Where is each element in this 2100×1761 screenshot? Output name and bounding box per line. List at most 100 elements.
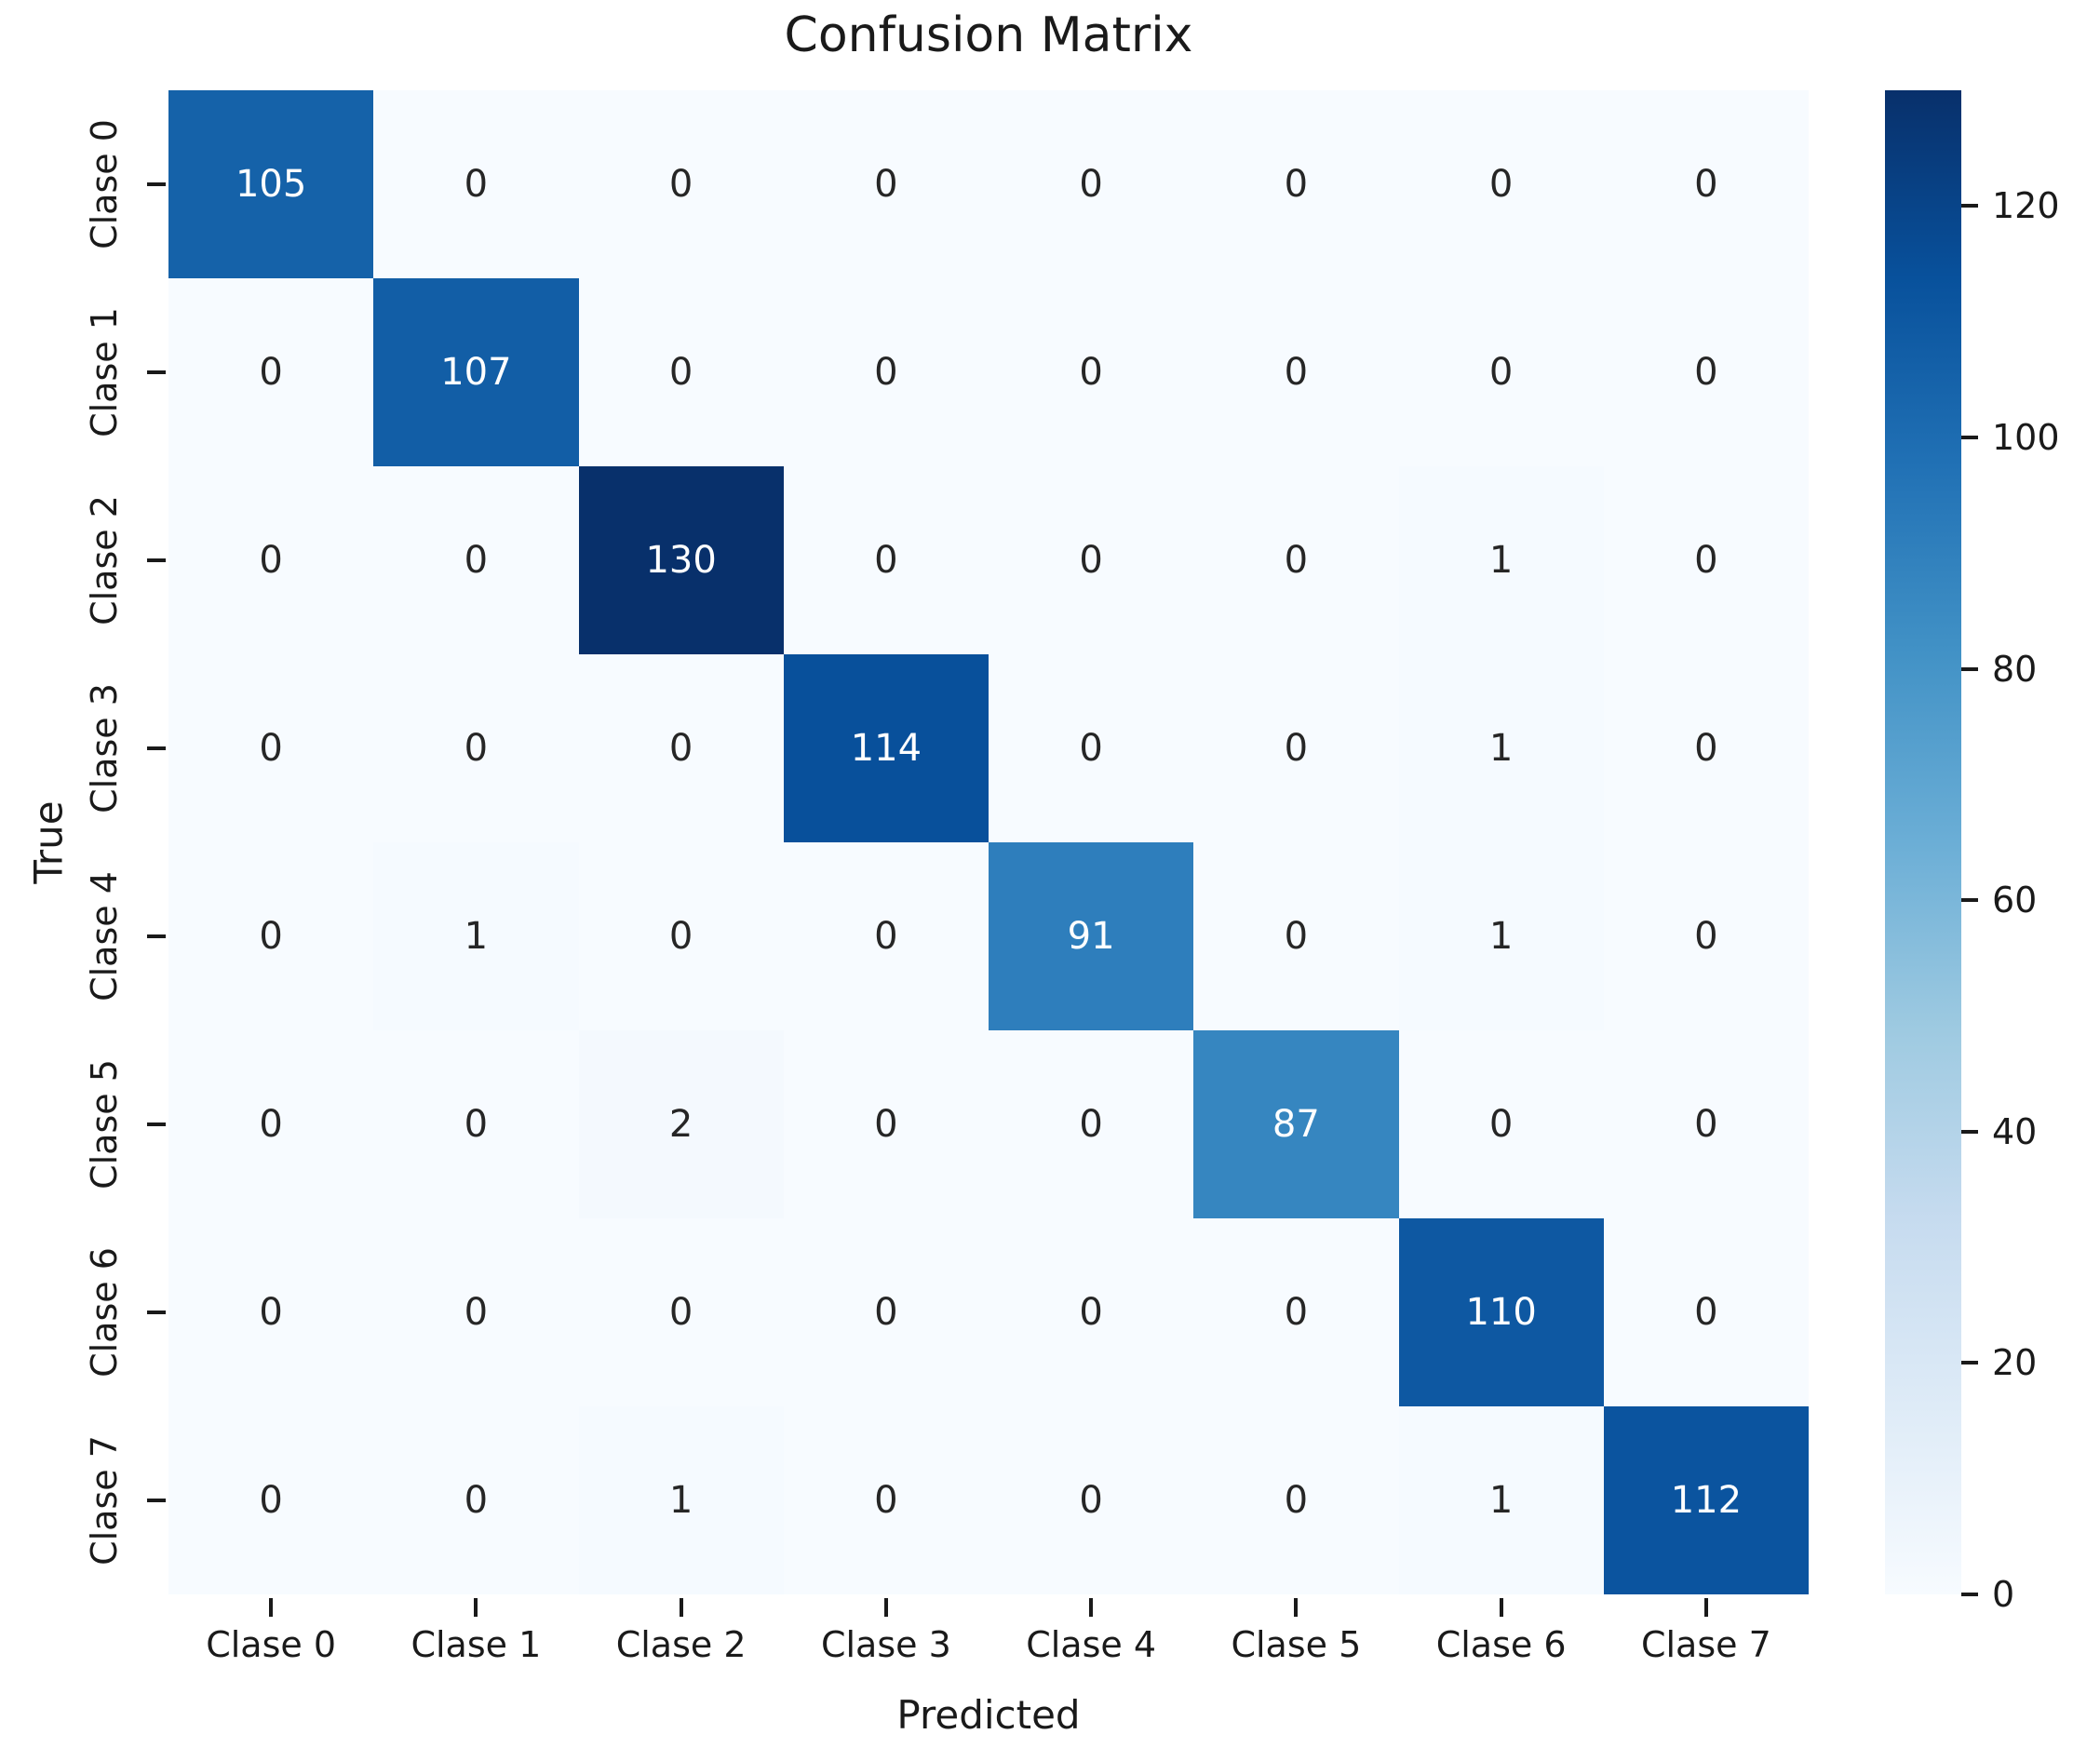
heatmap-cell: 0	[1193, 90, 1399, 278]
heatmap-cell: 0	[1398, 90, 1604, 278]
x-tick-mark	[1089, 1598, 1094, 1617]
heatmap-cell: 0	[168, 466, 374, 654]
heatmap-cell: 0	[783, 1406, 989, 1594]
y-tick-mark	[147, 370, 166, 374]
heatmap-cell: 0	[989, 1030, 1194, 1218]
colorbar-tick-label: 100	[1992, 416, 2060, 458]
heatmap-cell: 0	[783, 278, 989, 466]
x-tick-mark	[883, 1598, 888, 1617]
x-tick-label: Clase 2	[615, 1624, 747, 1665]
heatmap-cell: 1	[1398, 466, 1604, 654]
heatmap-cell: 0	[373, 1030, 579, 1218]
heatmap-cell: 0	[1603, 278, 1809, 466]
heatmap-cell: 1	[578, 1406, 784, 1594]
heatmap-cell: 0	[1603, 1030, 1809, 1218]
x-tick-label: Clase 3	[820, 1624, 951, 1665]
heatmap-cell: 0	[1193, 1406, 1399, 1594]
heatmap-cell: 0	[1398, 1030, 1604, 1218]
heatmap-cell: 0	[373, 654, 579, 842]
heatmap-cell: 2	[578, 1030, 784, 1218]
heatmap-cell: 0	[373, 1218, 579, 1406]
heatmap-cell: 1	[1398, 842, 1604, 1030]
x-tick-label: Clase 5	[1231, 1624, 1362, 1665]
heatmap-cell: 0	[168, 654, 374, 842]
heatmap-cell: 0	[1603, 1218, 1809, 1406]
colorbar-tick-label: 20	[1992, 1342, 2038, 1384]
heatmap-cell: 0	[783, 1030, 989, 1218]
heatmap-cell: 0	[989, 654, 1194, 842]
heatmap-cell: 1	[373, 842, 579, 1030]
x-tick-label: Clase 4	[1026, 1624, 1157, 1665]
heatmap-cell: 0	[168, 278, 374, 466]
colorbar-tick-label: 120	[1992, 185, 2060, 227]
heatmap-cell: 0	[783, 1218, 989, 1406]
x-tick-label: Clase 1	[411, 1624, 542, 1665]
y-tick-mark	[147, 558, 166, 562]
heatmap-cell: 0	[1398, 278, 1604, 466]
y-tick-label: Clase 3	[84, 683, 125, 813]
colorbar-tick-mark	[1961, 1361, 1978, 1365]
x-tick-mark	[679, 1598, 683, 1617]
heatmap-cell: 0	[989, 90, 1194, 278]
heatmap-cell: 0	[1193, 1218, 1399, 1406]
x-tick-label: Clase 7	[1640, 1624, 1771, 1665]
heatmap-cell: 0	[1603, 466, 1809, 654]
heatmap-cell: 0	[1193, 842, 1399, 1030]
heatmap-grid: 105 0 0 0 0 0 0 0 0 107 0 0 0 0 0 0 0 0 130 0 0 0 1 0 0 0 0 114 0 0 1 0…	[168, 90, 1809, 1594]
heatmap-cell: 0	[989, 1218, 1194, 1406]
heatmap-cell: 112	[1603, 1406, 1809, 1594]
x-tick-mark	[1703, 1598, 1708, 1617]
heatmap-cell: 0	[168, 1406, 374, 1594]
heatmap-cell: 114	[783, 654, 989, 842]
heatmap-cell: 0	[783, 466, 989, 654]
heatmap-cell: 0	[1603, 654, 1809, 842]
heatmap-cell: 0	[989, 278, 1194, 466]
y-tick-label: Clase 1	[84, 307, 125, 437]
y-tick-mark	[147, 934, 166, 938]
y-tick-mark	[147, 1311, 166, 1314]
heatmap-cell: 0	[578, 654, 784, 842]
x-axis-label: Predicted	[896, 1692, 1081, 1738]
heatmap-cell: 0	[989, 466, 1194, 654]
heatmap-cell: 0	[373, 466, 579, 654]
heatmap-cell: 0	[1193, 278, 1399, 466]
colorbar-tick-mark	[1961, 898, 1978, 903]
y-tick-label: Clase 4	[84, 871, 125, 1001]
heatmap-cell: 105	[168, 90, 374, 278]
y-tick-label: Clase 2	[84, 495, 125, 625]
y-tick-mark	[147, 1122, 166, 1126]
x-tick-mark	[1294, 1598, 1299, 1617]
colorbar-tick-mark	[1961, 1593, 1978, 1596]
heatmap-cell: 0	[783, 842, 989, 1030]
heatmap-cell: 87	[1193, 1030, 1399, 1218]
heatmap-cell: 130	[578, 466, 784, 654]
heatmap-cell: 107	[373, 278, 579, 466]
heatmap-cell: 91	[989, 842, 1194, 1030]
heatmap-cell: 0	[578, 842, 784, 1030]
y-tick-mark	[147, 1499, 166, 1502]
heatmap-cell: 0	[1603, 90, 1809, 278]
heatmap-cell: 0	[578, 90, 784, 278]
heatmap-cell: 0	[783, 90, 989, 278]
y-tick-label: Clase 5	[84, 1059, 125, 1190]
x-tick-label: Clase 6	[1435, 1624, 1567, 1665]
heatmap-cell: 0	[1193, 466, 1399, 654]
colorbar-tick-mark	[1961, 1129, 1978, 1134]
heatmap-cell: 0	[168, 1030, 374, 1218]
colorbar-tick-label: 0	[1992, 1574, 2015, 1615]
colorbar-tick-mark	[1961, 666, 1978, 671]
heatmap-cell: 0	[578, 278, 784, 466]
heatmap-cell: 0	[373, 90, 579, 278]
y-tick-label: Clase 7	[84, 1435, 125, 1566]
colorbar-tick-mark	[1961, 204, 1978, 208]
colorbar-gradient	[1885, 90, 1961, 1594]
y-tick-mark	[147, 182, 166, 186]
heatmap-cell: 1	[1398, 1406, 1604, 1594]
y-tick-label: Clase 6	[84, 1247, 125, 1378]
heatmap-cell: 0	[578, 1218, 784, 1406]
heatmap-cell: 1	[1398, 654, 1604, 842]
x-tick-mark	[474, 1598, 478, 1617]
y-axis-label: True	[25, 800, 72, 884]
heatmap-cell: 0	[1603, 842, 1809, 1030]
